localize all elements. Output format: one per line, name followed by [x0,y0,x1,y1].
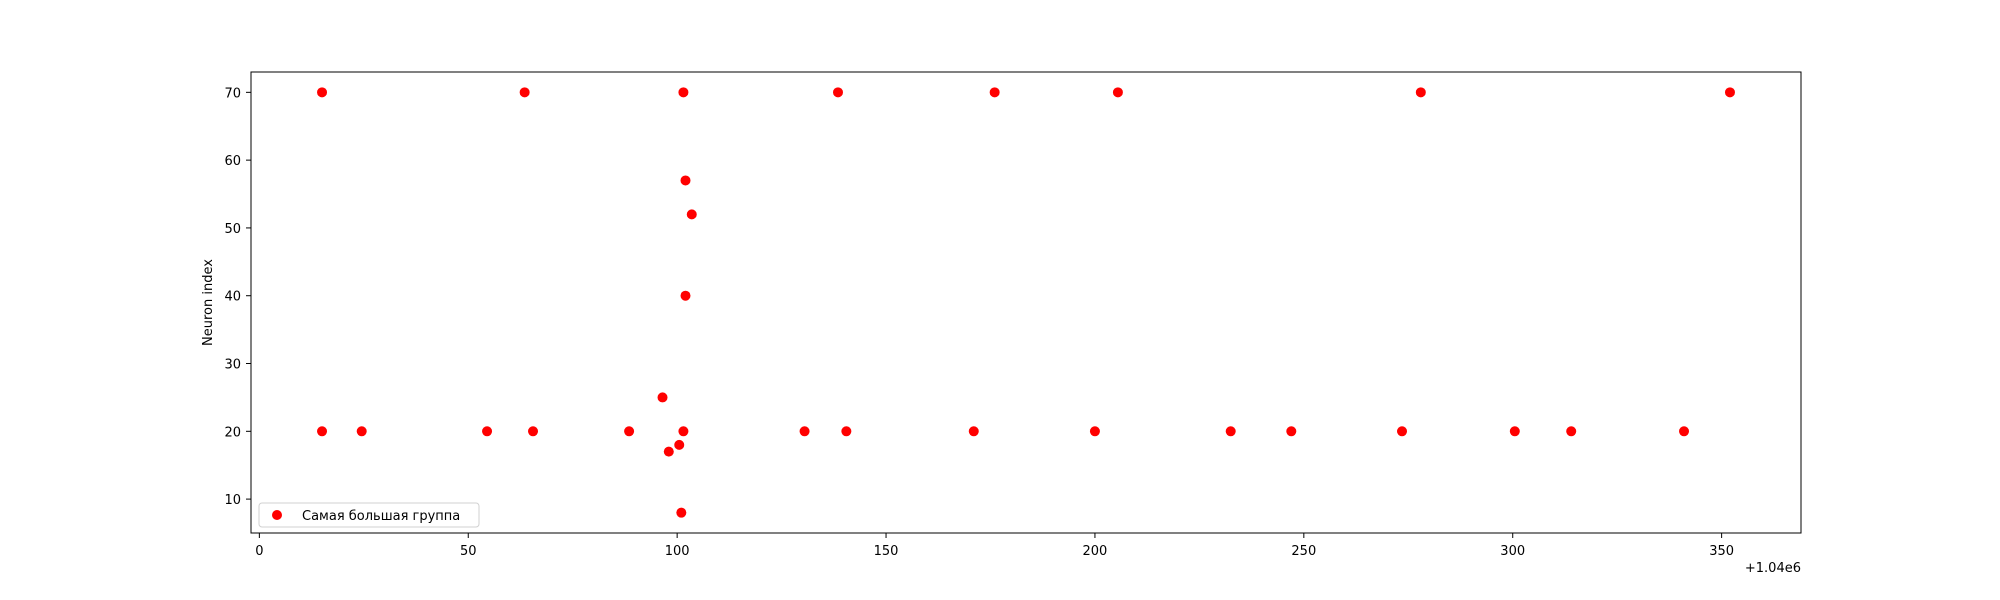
data-point [482,426,493,437]
data-point [1225,426,1236,437]
data-point [1112,87,1123,98]
x-tick-label: 300 [1500,544,1525,559]
data-point [841,426,852,437]
data-point [1566,426,1577,437]
y-tick-label: 20 [224,425,241,440]
data-point [989,87,1000,98]
x-tick-label: 100 [665,544,690,559]
x-tick-label: 0 [255,544,263,559]
data-point [663,446,674,457]
y-tick-label: 40 [224,290,241,305]
data-point [1415,87,1426,98]
x-axis-ticks: 0 50 100 150 200 250 300 350 [255,533,1734,559]
data-point [519,87,530,98]
data-point [1679,426,1690,437]
data-point [674,439,685,450]
data-point [799,426,810,437]
data-point [678,87,689,98]
data-point [1286,426,1297,437]
data-point [686,209,697,220]
legend-box [258,502,480,528]
scatter-points [317,87,1735,518]
data-point [1089,426,1100,437]
data-point [1724,87,1735,98]
y-tick-label: 60 [224,154,241,169]
y-axis-label: Neuron index [201,259,216,346]
y-tick-label: 50 [224,222,241,237]
legend-label: Самая большая группа [302,509,460,524]
y-tick-label: 30 [224,358,241,373]
legend: Самая большая группа [258,502,480,528]
data-point [680,290,691,301]
x-tick-label: 200 [1083,544,1108,559]
data-point [624,426,635,437]
data-point [1509,426,1520,437]
data-point [832,87,843,98]
x-tick-label: 150 [874,544,899,559]
data-point [676,507,687,518]
y-tick-label: 10 [224,493,241,508]
data-point [1397,426,1408,437]
y-tick-label: 70 [224,86,241,101]
data-point [657,392,668,403]
x-axis-offset-label: +1.04e6 [1745,561,1801,576]
data-point [528,426,539,437]
data-point [317,87,328,98]
y-axis-ticks: 10 20 30 40 50 60 70 [224,86,251,508]
data-point [678,426,689,437]
legend-marker [272,510,282,520]
plot-frame [250,71,1802,534]
x-tick-label: 50 [460,544,477,559]
data-point [968,426,979,437]
x-tick-label: 350 [1709,544,1734,559]
data-point [356,426,367,437]
x-tick-label: 250 [1291,544,1316,559]
data-point [317,426,328,437]
data-point [680,175,691,186]
